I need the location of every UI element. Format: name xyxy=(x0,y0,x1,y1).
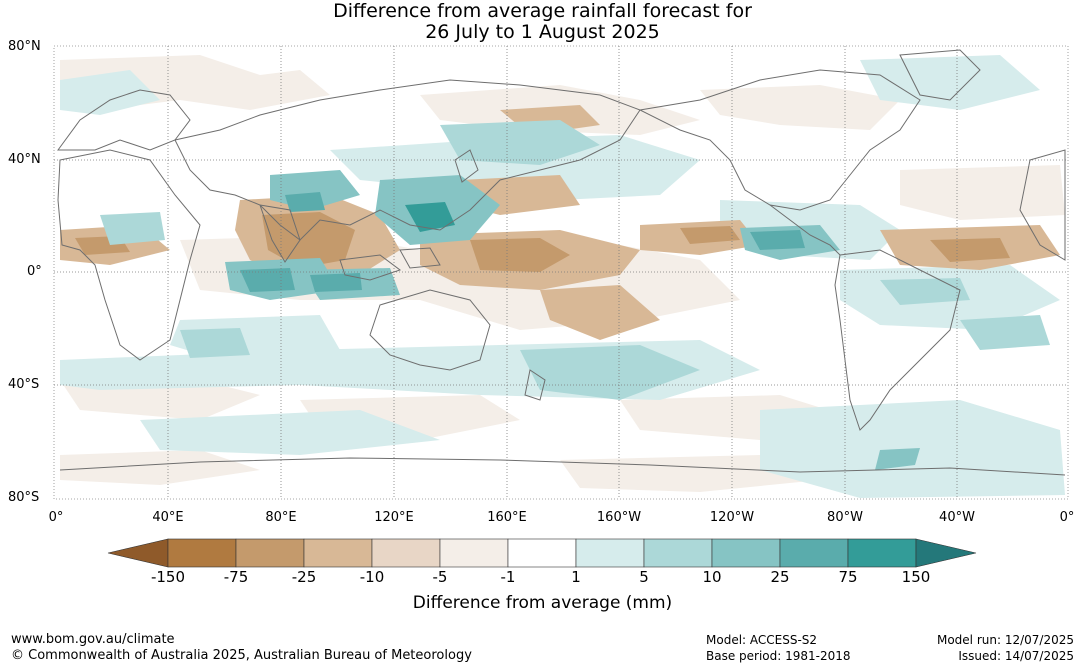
lat-tick-label: 80°N xyxy=(8,39,41,54)
colorbar-tick-label: 25 xyxy=(770,568,790,586)
lon-tick-label: 120°W xyxy=(709,510,755,525)
colorbar-segment xyxy=(303,538,373,568)
lat-tick-label: 40°S xyxy=(8,377,40,392)
lon-tick-label: 40°W xyxy=(939,510,975,525)
lon-tick-label: 160°E xyxy=(487,510,527,525)
anomaly-shading xyxy=(60,55,1065,498)
lon-tick-label: 0° xyxy=(48,510,64,525)
lat-tick-label: 0° xyxy=(27,264,42,279)
colorbar-tick-label: 1 xyxy=(571,568,581,586)
lat-tick-label: 80°S xyxy=(8,490,40,505)
lon-tick-label: 120°E xyxy=(374,510,414,525)
colorbar-segment xyxy=(167,538,237,568)
coastlines xyxy=(57,49,1066,476)
colorbar-tick-label: 5 xyxy=(639,568,649,586)
lon-tick-label: 40°E xyxy=(152,510,184,525)
lon-tick-label: 160°W xyxy=(596,510,642,525)
colorbar-tick-label: 10 xyxy=(702,568,722,586)
lon-tick-label: 80°E xyxy=(265,510,297,525)
colorbar-segment xyxy=(371,538,441,568)
colorbar-segment xyxy=(575,538,645,568)
colorbar-tick-label: -5 xyxy=(432,568,448,586)
model-text: Model: ACCESS-S2 xyxy=(706,633,818,647)
model-run-text: Model run: 12/07/2025 xyxy=(936,633,1074,647)
lat-tick-label: 40°N xyxy=(8,152,41,167)
colorbar-segment xyxy=(235,538,305,568)
colorbar-tick-label: -1 xyxy=(500,568,516,586)
colorbar-extend-high xyxy=(915,538,977,568)
copyright-text: © Commonwealth of Australia 2025, Austra… xyxy=(11,648,472,663)
map-title-line-2: 26 July to 1 August 2025 xyxy=(425,21,660,43)
colorbar-tick-label: -25 xyxy=(291,568,317,586)
colorbar-tick-label: -10 xyxy=(359,568,385,586)
colorbar-tick-label: -150 xyxy=(150,568,186,586)
graticule xyxy=(54,46,1068,499)
colorbar-title: Difference from average (mm) xyxy=(412,593,673,613)
website-text: www.bom.gov.au/climate xyxy=(11,632,175,647)
colorbar xyxy=(107,538,977,568)
colorbar-segment xyxy=(847,538,917,568)
colorbar-tick-label: 75 xyxy=(838,568,858,586)
lon-tick-label: 0° xyxy=(1059,510,1075,525)
colorbar-segment xyxy=(643,538,713,568)
colorbar-tick-label: 150 xyxy=(901,568,931,586)
colorbar-segment xyxy=(439,538,509,568)
colorbar-segment xyxy=(711,538,781,568)
issued-text: Issued: 14/07/2025 xyxy=(958,649,1074,663)
colorbar-segment xyxy=(779,538,849,568)
map-border xyxy=(53,45,1069,500)
map-title-line-1: Difference from average rainfall forecas… xyxy=(333,0,752,22)
colorbar-segment xyxy=(507,538,577,568)
lon-tick-label: 80°W xyxy=(827,510,863,525)
colorbar-tick-label: -75 xyxy=(223,568,249,586)
colorbar-extend-low xyxy=(107,538,169,568)
base-period-text: Base period: 1981-2018 xyxy=(706,649,851,663)
